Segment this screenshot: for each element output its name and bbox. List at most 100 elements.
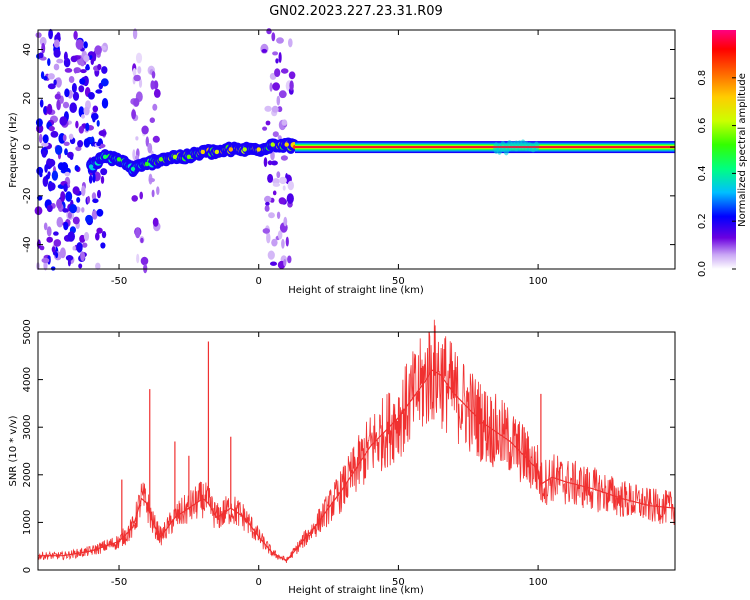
noise-blob xyxy=(150,80,155,90)
noise-blob xyxy=(41,142,49,147)
noise-blob xyxy=(98,130,107,137)
noise-blob xyxy=(67,258,71,267)
noise-blob xyxy=(288,71,296,80)
noise-blob xyxy=(47,158,56,167)
colorbar-label: Normalized spectral amplitude xyxy=(737,73,748,227)
noise-blob xyxy=(59,247,66,259)
noise-blob xyxy=(264,205,270,212)
noise-blob xyxy=(100,78,109,87)
noise-blob xyxy=(101,66,108,74)
colorbar-tick-label: 0.2 xyxy=(697,213,708,229)
colorbar-tick-label: 0.8 xyxy=(697,70,708,86)
noise-blob xyxy=(269,82,273,92)
noise-blob xyxy=(54,93,61,100)
noise-blob xyxy=(270,160,278,166)
noise-blob xyxy=(276,95,281,106)
noise-blob xyxy=(133,74,141,82)
noise-blob xyxy=(279,176,287,185)
y-tick-label: 0 xyxy=(22,144,33,150)
noise-blob xyxy=(90,58,95,65)
noise-blob xyxy=(264,105,272,112)
x-tick-label: -50 xyxy=(111,276,127,287)
noise-blob xyxy=(148,178,155,183)
track-point xyxy=(116,157,122,162)
x-tick-label: 100 xyxy=(529,577,548,588)
noise-blob xyxy=(151,189,155,198)
noise-blob xyxy=(85,122,90,132)
noise-blob xyxy=(91,113,99,120)
noise-blob xyxy=(65,191,73,202)
spectrogram-tone-track xyxy=(86,137,299,177)
noise-blob xyxy=(83,231,90,241)
noise-blob xyxy=(156,186,160,196)
spectrogram-x-ticks: -50 0 50 100 xyxy=(111,30,548,287)
tone-bump xyxy=(533,141,540,152)
noise-blob xyxy=(53,48,61,58)
noise-blob xyxy=(50,130,59,138)
noise-blob xyxy=(48,28,53,40)
noise-blob xyxy=(56,216,64,228)
noise-blob xyxy=(280,68,289,74)
noise-blob xyxy=(63,141,70,146)
noise-blob xyxy=(64,68,73,73)
spectrogram-x-label: Height of straight line (km) xyxy=(288,285,424,296)
noise-blob xyxy=(96,141,101,147)
noise-blob xyxy=(262,228,270,234)
noise-blob xyxy=(47,182,56,191)
noise-blob xyxy=(281,119,288,126)
noise-blob xyxy=(79,234,86,243)
noise-blob xyxy=(147,143,153,154)
noise-blob xyxy=(76,197,81,203)
noise-blob xyxy=(270,150,275,161)
noise-blob xyxy=(35,32,42,38)
snr-x-ticks: -50 0 50 100 xyxy=(111,332,548,588)
noise-blob xyxy=(283,259,287,267)
spectrogram-y-label: Frequency (Hz) xyxy=(8,112,19,188)
noise-blob xyxy=(73,68,78,74)
spectrogram-noise xyxy=(34,28,296,274)
noise-blob xyxy=(267,173,274,183)
noise-blob xyxy=(47,171,51,177)
noise-blob xyxy=(276,211,281,219)
noise-blob xyxy=(277,135,282,140)
noise-blob xyxy=(271,238,278,247)
noise-blob xyxy=(63,51,68,62)
noise-blob xyxy=(67,212,72,219)
noise-blob xyxy=(272,190,277,196)
noise-blob xyxy=(41,150,47,158)
noise-blob xyxy=(272,131,279,138)
noise-blob xyxy=(271,105,279,113)
noise-blob xyxy=(278,52,282,63)
noise-blob xyxy=(68,76,75,83)
track-point xyxy=(200,149,205,155)
noise-blob xyxy=(275,58,279,64)
noise-blob xyxy=(88,174,93,184)
snr-noise-line xyxy=(37,319,676,563)
noise-blob xyxy=(137,66,142,74)
spectrogram-y-ticks: -40 -20 0 20 40 xyxy=(22,43,675,253)
snr-y-ticks: 0 1000 2000 3000 4000 5000 xyxy=(22,319,675,573)
noise-blob xyxy=(287,180,294,191)
noise-blob xyxy=(91,210,98,220)
noise-blob xyxy=(89,55,93,60)
snr-y-label: SNR (10 * v/v) xyxy=(8,415,19,486)
noise-blob xyxy=(51,170,59,181)
x-tick-label: 0 xyxy=(256,276,262,287)
y-tick-label: 2000 xyxy=(22,462,33,487)
noise-blob xyxy=(265,120,271,126)
noise-blob xyxy=(39,99,44,108)
noise-blob xyxy=(101,231,107,239)
noise-blob xyxy=(83,41,88,49)
noise-blob xyxy=(100,175,105,184)
track-point xyxy=(256,147,261,152)
noise-blob xyxy=(276,171,281,179)
noise-blob xyxy=(70,55,78,63)
noise-blob xyxy=(72,245,76,251)
noise-blob xyxy=(282,185,286,191)
track-point xyxy=(130,166,136,172)
noise-blob xyxy=(73,30,78,40)
noise-blob xyxy=(78,263,83,269)
noise-blob xyxy=(53,63,60,71)
noise-blob xyxy=(44,164,48,173)
